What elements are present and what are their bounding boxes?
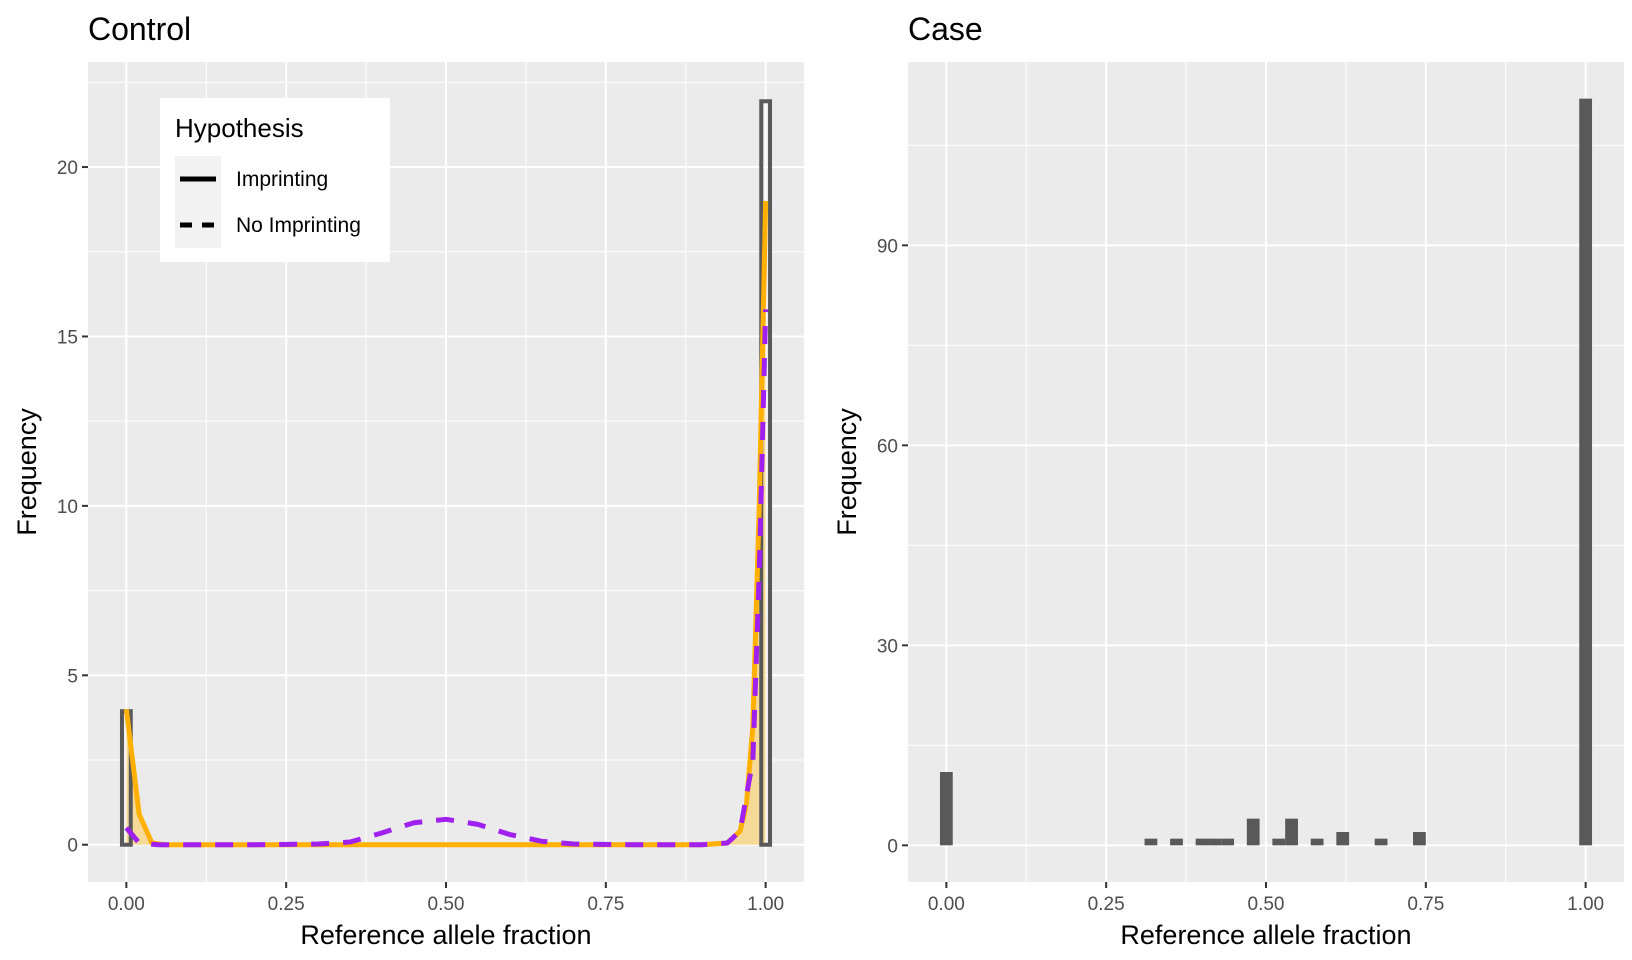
control-y-axis-title: Frequency: [12, 408, 42, 536]
x-tick-label: 0.75: [1407, 894, 1444, 915]
y-tick-label: 5: [67, 666, 78, 687]
control-x-axis-title: Reference allele fraction: [300, 920, 591, 950]
x-tick-label: 0.50: [1248, 894, 1285, 915]
histogram-bar: [1336, 832, 1350, 846]
control-density-lines: [123, 200, 769, 848]
x-tick-label: 1.00: [747, 894, 784, 915]
y-tick-label: 30: [877, 636, 898, 657]
histogram-bar: [1144, 838, 1158, 846]
histogram-bar: [1413, 832, 1426, 846]
case-bars: [939, 98, 1593, 846]
x-tick-label: 0.00: [928, 894, 965, 915]
histogram-bar: [1208, 838, 1222, 846]
histogram-bar: [1221, 838, 1235, 846]
histogram-bar: [1285, 818, 1298, 846]
legend: Hypothesis Imprinting No Imprinting: [160, 98, 390, 262]
x-tick-label: 0.75: [587, 894, 624, 915]
histogram-bar: [1246, 818, 1260, 846]
x-tick-label: 0.25: [1088, 894, 1125, 915]
histogram-bar: [1579, 98, 1593, 846]
y-tick-label: 0: [67, 836, 78, 857]
case-x-axis: 0.00 0.25 0.50 0.75 1.00: [928, 882, 1604, 915]
histogram-bar: [1374, 838, 1388, 846]
case-x-axis-title: Reference allele fraction: [1120, 920, 1411, 950]
histogram-bar: [1310, 838, 1324, 846]
legend-title: Hypothesis: [175, 113, 304, 143]
y-tick-label: 10: [57, 497, 78, 518]
y-tick-label: 60: [877, 436, 898, 457]
y-tick-label: 90: [877, 236, 898, 257]
y-tick-label: 0: [887, 836, 898, 857]
case-panel: 0 30 60 90 0.00 0.25 0.50 0.75 1.00 Case Refere…: [832, 11, 1624, 950]
x-tick-label: 0.50: [428, 894, 465, 915]
control-x-axis: 0.00 0.25 0.50 0.75 1.00: [108, 882, 784, 915]
histogram-bar: [1272, 838, 1286, 846]
x-tick-label: 1.00: [1567, 894, 1604, 915]
control-panel: 0 5 10 15 20 0.00 0.25 0.50 0.75 1.00 Control Re…: [12, 11, 804, 950]
case-gridlines: [908, 62, 1624, 882]
histogram-bar: [1195, 838, 1209, 846]
y-tick-label: 20: [57, 158, 78, 179]
legend-label-imprinting: Imprinting: [236, 168, 328, 191]
y-tick-label: 15: [57, 327, 78, 348]
legend-label-no-imprinting: No Imprinting: [236, 214, 361, 237]
no-imprinting-line: [124, 309, 769, 848]
x-tick-label: 0.25: [268, 894, 305, 915]
histogram-bar: [1170, 838, 1183, 846]
case-y-axis-title: Frequency: [832, 408, 862, 536]
control-chart-title: Control: [88, 11, 191, 47]
control-y-axis: 0 5 10 15 20: [57, 158, 88, 857]
x-tick-label: 0.00: [108, 894, 145, 915]
case-chart-title: Case: [908, 11, 983, 47]
histogram-bar: [939, 772, 953, 846]
case-y-axis: 0 30 60 90: [877, 236, 908, 857]
